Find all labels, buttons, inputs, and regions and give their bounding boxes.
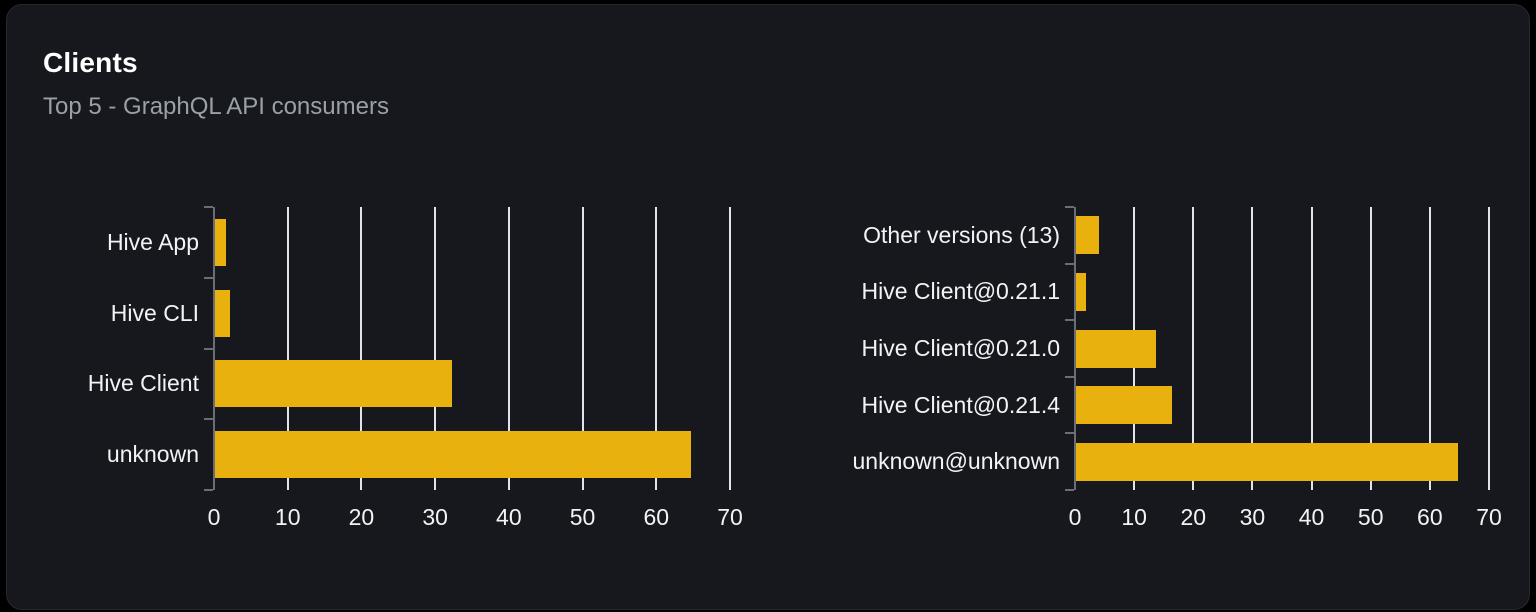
client-versions-chart: Other versions (13) Hive Client@0.21.1 Hiv… (853, 206, 1502, 530)
card-title: Clients (43, 47, 138, 78)
gridline (286, 207, 289, 490)
x-tick-label: 20 (1180, 504, 1207, 530)
x-tick-label: 0 (1068, 504, 1082, 530)
x-tick-label: 60 (1417, 504, 1443, 530)
gridline (1251, 207, 1254, 490)
category-label: Hive App (106, 228, 199, 255)
x-tick-label: 30 (1239, 504, 1266, 530)
gridline (729, 207, 731, 490)
bar-hive-client-0-21-0[interactable] (1076, 329, 1156, 368)
bar-hive-client[interactable] (215, 360, 453, 408)
bar-other-versions-13[interactable] (1076, 216, 1100, 255)
category-label: Hive CLI (110, 299, 199, 326)
gridline (360, 207, 363, 490)
axis-tick (1065, 206, 1074, 208)
x-tick-label: 50 (569, 504, 596, 530)
axis-tick (1065, 376, 1074, 378)
x-tick-label: 30 (422, 504, 448, 530)
x-tick-label: 50 (1357, 504, 1384, 530)
x-tick-label: 70 (717, 504, 743, 530)
clients-card (6, 4, 1530, 610)
x-tick-label: 10 (274, 504, 301, 530)
axis-tick (1065, 432, 1074, 434)
gridline (1488, 207, 1490, 490)
x-tick-label: 0 (207, 504, 221, 530)
gridline (581, 207, 584, 490)
axis-tick (204, 206, 213, 208)
x-tick-label: 20 (348, 504, 375, 530)
y-axis-line (213, 207, 215, 490)
axis-tick (204, 489, 213, 491)
x-tick-label: 40 (496, 504, 522, 530)
bar-hive-client-0-21-1[interactable] (1076, 272, 1087, 311)
category-label: unknown@unknown (852, 448, 1060, 475)
gridline (507, 207, 510, 490)
x-tick-label: 10 (1121, 504, 1147, 530)
bar-unknown-unknown[interactable] (1076, 442, 1459, 481)
clients-chart: Hive App Hive CLI Hive Client unknown 0 10 20 3… (88, 206, 743, 530)
card-subtitle: Top 5 - GraphQL API consumers (43, 93, 389, 120)
y-axis-line (1074, 207, 1076, 490)
category-label: Hive Client@0.21.0 (861, 334, 1061, 361)
axis-tick (204, 418, 213, 420)
gridline (1310, 207, 1313, 490)
bar-unknown[interactable] (215, 431, 692, 479)
bar-hive-app[interactable] (215, 218, 227, 266)
gridline (434, 207, 437, 490)
axis-tick (1065, 319, 1074, 321)
gridline (1192, 207, 1195, 490)
axis-tick (1065, 263, 1074, 265)
axis-tick (204, 348, 213, 350)
x-tick-label: 60 (643, 504, 670, 530)
axis-tick (204, 277, 213, 279)
category-label: Hive Client@0.21.4 (861, 391, 1061, 418)
gridline (1428, 207, 1431, 490)
category-label: Hive Client@0.21.1 (861, 278, 1061, 305)
x-tick-label: 70 (1476, 504, 1502, 530)
category-label: Other versions (13) (863, 221, 1060, 248)
gridline (1369, 207, 1372, 490)
category-label: Hive Client (87, 370, 199, 397)
axis-tick (1065, 489, 1074, 491)
bar-hive-cli[interactable] (215, 289, 230, 337)
x-tick-label: 40 (1298, 504, 1325, 530)
category-label: unknown (106, 441, 199, 468)
gridline (655, 207, 658, 490)
bar-hive-client-0-21-4[interactable] (1076, 386, 1172, 425)
